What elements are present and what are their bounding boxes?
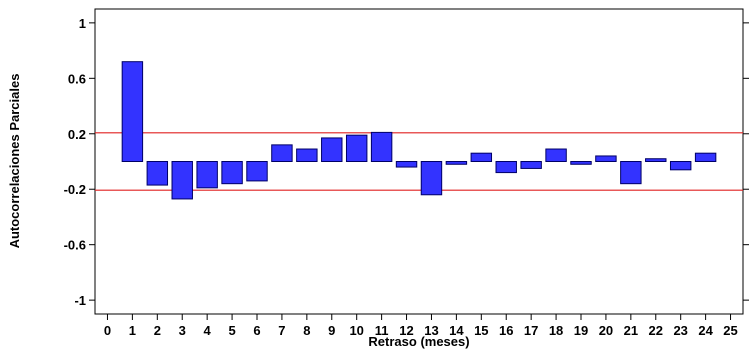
y-tick-label: -1 xyxy=(74,293,86,308)
x-tick-label: 20 xyxy=(599,323,613,338)
bar xyxy=(570,161,592,165)
bar xyxy=(221,161,243,185)
bar xyxy=(246,161,268,182)
x-tick-label: 8 xyxy=(303,323,310,338)
bar xyxy=(595,155,617,162)
bar xyxy=(495,161,517,174)
plot-frame xyxy=(94,8,744,315)
bar xyxy=(395,161,418,168)
bar xyxy=(445,161,468,165)
x-tick-label: 17 xyxy=(524,323,538,338)
x-tick-label: 11 xyxy=(375,323,389,338)
bars xyxy=(121,61,717,200)
bar xyxy=(470,152,493,163)
x-tick-label: 24 xyxy=(698,323,713,338)
x-tick-label: 2 xyxy=(154,323,161,338)
y-tick-label: 0.2 xyxy=(68,127,86,142)
bar xyxy=(520,161,542,169)
bar xyxy=(121,61,144,163)
y-tick-label: -0.6 xyxy=(64,238,86,253)
x-tick-label: 4 xyxy=(204,323,212,338)
x-tick-label: 22 xyxy=(649,323,663,338)
bar xyxy=(345,134,368,162)
y-tick-label: 0.6 xyxy=(68,71,86,86)
y-axis: 1 0.6 0.2 -0.2 -0.6 -1 xyxy=(64,16,749,308)
x-tick-label: 14 xyxy=(449,323,464,338)
bar xyxy=(420,161,443,196)
x-axis: 0 1 2 3 4 5 6 7 8 9 10 11 12 13 14 15 16 17 18 19 20 21 22 23 24… xyxy=(104,314,738,338)
x-tick-label: 0 xyxy=(104,323,111,338)
y-tick-label: -0.2 xyxy=(64,182,86,197)
bar xyxy=(146,161,169,186)
bar xyxy=(271,144,293,162)
y-axis-label: Autocorrelaciones Parciales xyxy=(7,74,22,249)
bar xyxy=(196,161,218,189)
bar xyxy=(171,161,193,200)
x-tick-label: 18 xyxy=(549,323,563,338)
bar xyxy=(370,131,393,163)
bar xyxy=(694,152,717,163)
x-tick-label: 7 xyxy=(278,323,285,338)
x-tick-label: 6 xyxy=(253,323,260,338)
bar xyxy=(645,158,667,163)
bar xyxy=(545,148,567,162)
x-tick-label: 12 xyxy=(399,323,413,338)
bar xyxy=(296,148,318,162)
bar xyxy=(620,161,642,185)
x-tick-label: 9 xyxy=(328,323,335,338)
confidence-limits xyxy=(95,132,743,191)
x-tick-label: 13 xyxy=(424,323,438,338)
y-tick-label: 1 xyxy=(79,16,86,31)
x-tick-label: 3 xyxy=(179,323,186,338)
x-tick-label: 23 xyxy=(673,323,687,338)
x-tick-label: 16 xyxy=(499,323,513,338)
x-tick-label: 5 xyxy=(228,323,235,338)
bar xyxy=(321,137,343,163)
x-tick-label: 1 xyxy=(129,323,136,338)
x-tick-label: 10 xyxy=(349,323,363,338)
x-axis-label: Retraso (meses) xyxy=(368,334,469,349)
x-tick-label: 25 xyxy=(723,323,737,338)
x-tick-label: 19 xyxy=(574,323,588,338)
x-tick-label: 15 xyxy=(474,323,488,338)
bar xyxy=(669,161,692,171)
x-tick-label: 21 xyxy=(624,323,638,338)
